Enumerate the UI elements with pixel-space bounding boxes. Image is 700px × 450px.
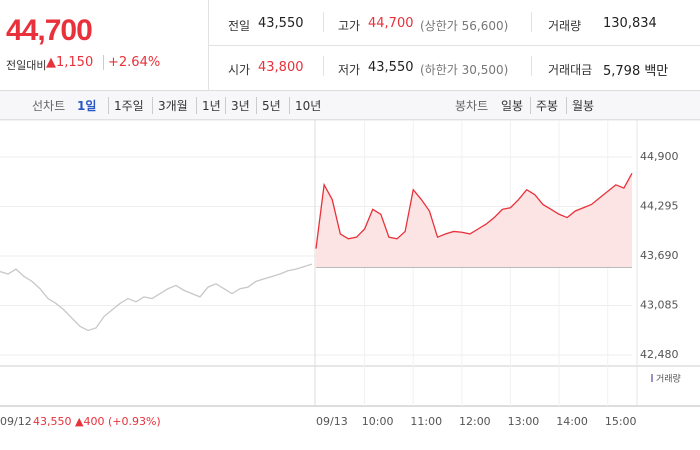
prev-summary: 43,550 ▲400 (+0.93%) <box>33 415 161 428</box>
info-value: 5,798 백만 <box>603 64 669 79</box>
period-tab[interactable]: 10년 <box>289 97 321 114</box>
y-tick-label: 44,295 <box>640 200 679 213</box>
info-label: 거래량 <box>548 19 582 33</box>
info-label: 고가 <box>338 19 361 33</box>
y-tick-label: 42,480 <box>640 348 679 361</box>
candle-tab[interactable]: 일봉 <box>501 99 524 113</box>
info-value: 130,834 <box>603 16 657 31</box>
info-label: 거래대금 <box>548 63 593 77</box>
period-tab[interactable]: 1년 <box>196 97 221 114</box>
change: ▲1,150 <box>46 55 94 70</box>
volume-legend-swatch <box>651 374 653 382</box>
period-tab[interactable]: 5년 <box>256 97 281 114</box>
x-tick-label: 15:00 <box>605 415 637 428</box>
x-tick-label: 12:00 <box>459 415 491 428</box>
x-tick-label: 14:00 <box>556 415 588 428</box>
date-label: 09/12 <box>0 415 32 428</box>
area <box>316 173 632 268</box>
tab-label: 선차트 <box>32 99 66 113</box>
current-price: 44,700 <box>6 14 93 47</box>
x-tick-label: 13:00 <box>508 415 540 428</box>
info-note: (상한가 56,600) <box>420 19 509 33</box>
info-value: 43,550 <box>368 60 414 75</box>
volume-legend: 거래량 <box>656 373 681 385</box>
x-tick-label: 10:00 <box>362 415 394 428</box>
candle-tab[interactable]: 월봉 <box>566 97 594 114</box>
tab-bar: 선차트 1일 1주일 3개월 1년 3년 5년 10년 봉차트 일봉 주봉 월봉 <box>0 90 700 120</box>
info-label: 전일 <box>228 19 251 33</box>
info-value: 44,700 <box>368 16 414 31</box>
y-tick-label: 44,900 <box>640 150 679 163</box>
y-tick-label: 43,690 <box>640 249 679 262</box>
info-value: 43,800 <box>258 60 304 75</box>
info-label: 저가 <box>338 63 361 77</box>
change-label: 전일대비 <box>6 59 47 72</box>
price-line <box>315 173 633 249</box>
change-pct: +2.64% <box>103 55 160 70</box>
price-line <box>0 263 313 332</box>
info-value: 43,550 <box>258 16 304 31</box>
period-tab[interactable]: 3년 <box>225 97 250 114</box>
y-tick-label: 43,085 <box>640 299 679 312</box>
x-tick-label: 11:00 <box>410 415 442 428</box>
tab-label: 봉차트 <box>455 99 489 113</box>
candle-tab[interactable]: 주봉 <box>530 97 558 114</box>
info-label: 시가 <box>228 63 251 77</box>
period-tab[interactable]: 3개월 <box>152 97 188 114</box>
period-tab[interactable]: 1주일 <box>108 97 144 114</box>
period-tab[interactable]: 1일 <box>77 99 97 113</box>
info-note: (하한가 30,500) <box>420 63 509 77</box>
date-label: 09/13 <box>316 415 348 428</box>
